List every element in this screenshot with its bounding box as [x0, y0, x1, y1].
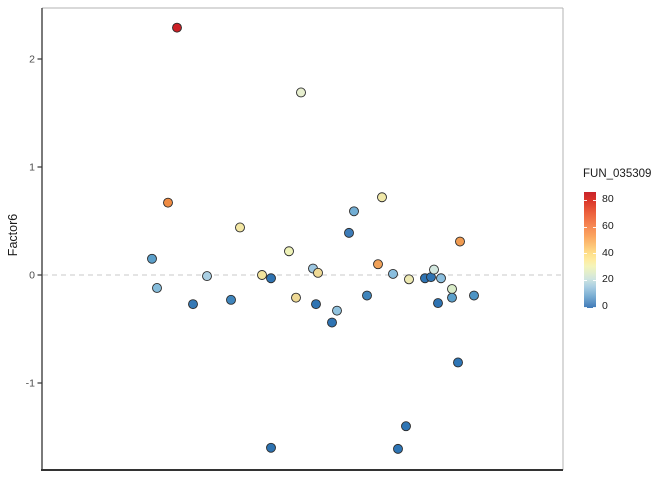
data-point — [172, 22, 182, 33]
data-point — [266, 273, 276, 284]
data-point — [436, 273, 446, 284]
y-axis-title: Factor6 — [6, 213, 20, 257]
data-point — [226, 294, 236, 305]
data-point — [393, 443, 403, 454]
data-point — [291, 292, 301, 303]
y-tick-label: -1 — [26, 378, 35, 390]
data-point — [152, 283, 162, 293]
colorbar-tick-label: 80 — [602, 193, 614, 206]
data-point — [284, 246, 294, 257]
colorbar-tick-mark — [584, 306, 587, 308]
colorbar-tick-label: 20 — [602, 273, 614, 286]
colorbar-tick-label: 0 — [602, 300, 608, 312]
data-point — [455, 236, 465, 247]
y-tick-label: 0 — [29, 270, 35, 282]
colorbar-tick-mark — [593, 306, 596, 308]
data-point — [429, 264, 439, 275]
colorbar-tick-mark — [593, 199, 596, 201]
data-point — [311, 299, 321, 310]
data-point — [147, 253, 157, 264]
data-point — [453, 357, 463, 368]
colorbar-tick-label: 40 — [602, 246, 614, 259]
y-tick-label: 2 — [29, 54, 35, 66]
data-point — [313, 267, 323, 278]
colorbar-gradient — [584, 192, 596, 308]
colorbar-tick-mark — [584, 226, 587, 228]
data-point — [388, 268, 398, 279]
data-point — [163, 197, 173, 208]
data-point — [373, 259, 383, 270]
colorbar-tick-mark — [584, 253, 587, 255]
data-point — [257, 270, 267, 280]
data-point — [469, 290, 479, 301]
colorbar-tick-mark — [593, 253, 596, 255]
y-tick-label: 1 — [29, 162, 35, 174]
data-point — [447, 292, 457, 303]
colorbar-tick-mark — [593, 226, 596, 228]
colorbar-tick-label: 60 — [602, 220, 614, 233]
data-point — [349, 206, 359, 217]
data-point — [296, 87, 306, 98]
data-point — [188, 299, 198, 310]
data-point — [404, 274, 414, 285]
colorbar-tick-mark — [584, 199, 587, 201]
data-point — [377, 192, 387, 203]
data-point — [447, 284, 457, 294]
colorbar-tick-mark — [593, 279, 596, 281]
data-point — [401, 421, 411, 432]
data-point — [433, 298, 443, 309]
data-point — [344, 227, 354, 238]
data-point — [266, 442, 276, 453]
data-point — [362, 290, 372, 301]
data-point — [202, 271, 212, 282]
data-point — [235, 222, 245, 233]
colorbar-title: FUN_035309 — [583, 168, 652, 180]
data-point — [332, 305, 342, 316]
data-point — [327, 317, 337, 328]
colorbar-tick-mark — [584, 279, 587, 281]
